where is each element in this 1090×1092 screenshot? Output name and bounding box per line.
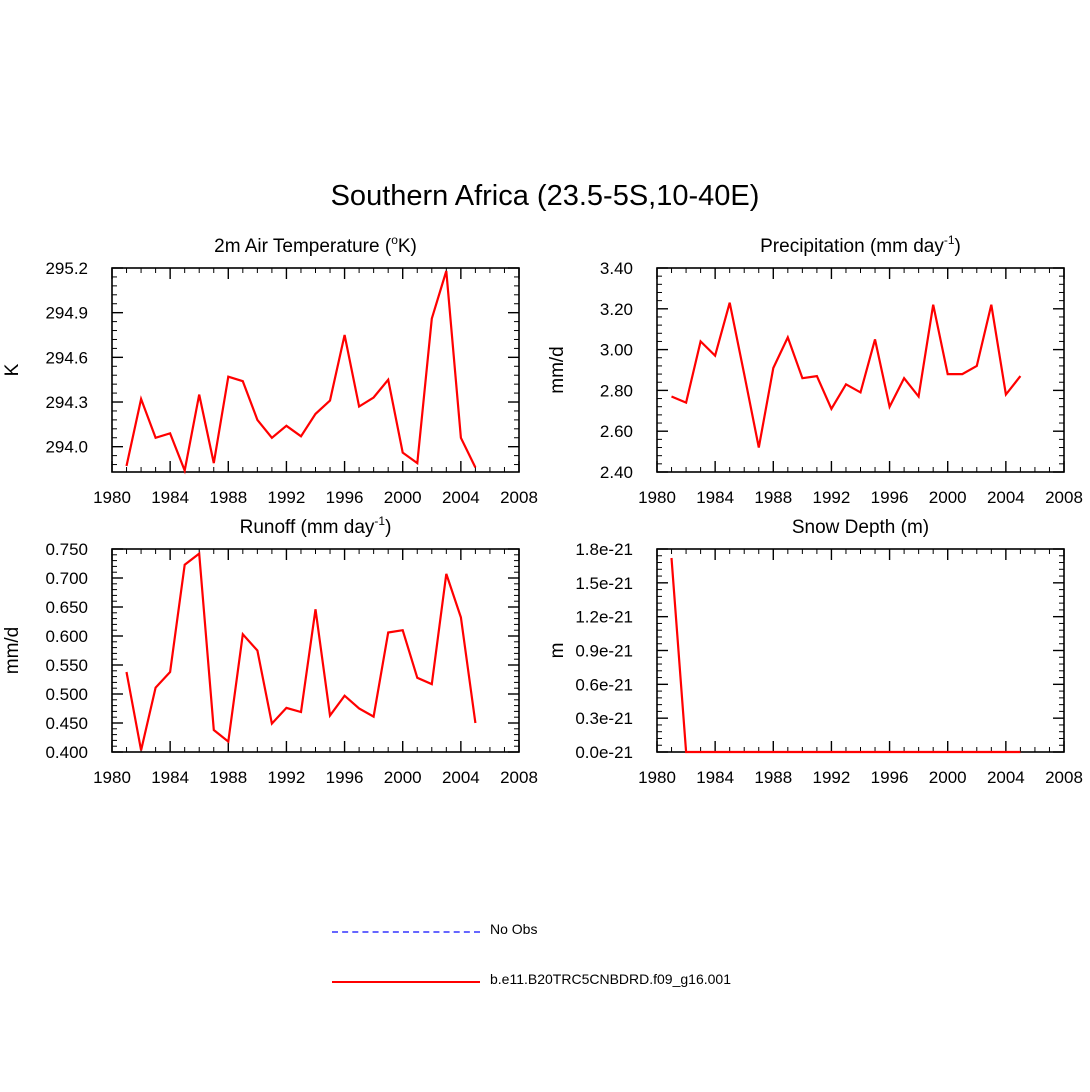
panel-title: Snow Depth (m) [792,517,929,538]
x-tick-label: 2000 [929,768,967,787]
y-tick-label: 0.6e-21 [575,675,633,694]
panel-title-text: Snow Depth (m) [792,517,929,538]
y-tick-label: 294.6 [45,348,88,367]
x-tick-label: 1996 [326,488,364,507]
figure-title: Southern Africa (23.5-5S,10-40E) [330,180,760,212]
x-tick-label: 1992 [268,488,306,507]
x-tick-label: 1984 [696,488,734,507]
y-tick-label: 2.40 [600,463,633,482]
x-tick-label: 2004 [442,768,480,787]
x-tick-label: 1996 [871,768,909,787]
x-tick-label: 1996 [871,488,909,507]
x-tick-label: 2008 [500,488,538,507]
data-series-line [670,557,1021,754]
y-tick-label: 0.450 [45,714,88,733]
panel-3: 1980 1984 1988 1992 1996 2000 2004 2008 0.400 0.4… [2,514,538,787]
y-axis-label: mm/d [547,346,568,394]
legend-label-no-obs: No Obs [490,921,538,937]
x-tick-label: 1992 [268,768,306,787]
y-tick-label: 0.750 [45,540,88,559]
x-tick-label: 2000 [384,488,422,507]
y-tick-label: 295.2 [45,259,88,278]
legend-swatch-no-obs [332,931,480,933]
y-tick-label: 0.550 [45,656,88,675]
y-tick-label: 0.600 [45,627,88,646]
panel-title-end: K) [398,236,417,257]
y-tick-label: 0.9e-21 [575,642,633,661]
panel-title: Runoff (mm day-1) [240,514,392,538]
x-tick-label: 2008 [1045,768,1083,787]
x-tick-label: 1984 [151,488,189,507]
x-tick-label: 1980 [638,768,676,787]
y-tick-label: 2.60 [600,422,633,441]
y-tick-label: 1.2e-21 [575,608,633,627]
panel-2: 1980 1984 1988 1992 1996 2000 2004 2008 2.40 2.60… [547,233,1083,507]
y-tick-label: 0.650 [45,598,88,617]
y-tick-label: 2.80 [600,381,633,400]
legend-label-model: b.e11.B20TRC5CNBDRD.f09_g16.001 [490,971,731,987]
data-series-line [125,270,477,475]
panel-title-superscript: -1 [374,514,385,528]
y-tick-label: 0.400 [45,743,88,762]
x-tick-label: 1988 [754,768,792,787]
panel-title-end: ) [955,236,961,257]
x-tick-label: 1980 [93,488,131,507]
x-tick-label: 1980 [638,488,676,507]
x-tick-label: 2000 [929,488,967,507]
panel-title-superscript: -1 [944,233,955,247]
y-axis-label: mm/d [2,627,23,675]
x-tick-label: 1988 [754,488,792,507]
panel-title-text: Precipitation (mm day [760,236,944,257]
panel-title-end: ) [385,517,391,538]
y-tick-label: 3.40 [600,259,633,278]
x-tick-label: 1996 [326,768,364,787]
data-series-line [125,551,477,751]
y-tick-label: 3.00 [600,341,633,360]
x-tick-label: 1984 [696,768,734,787]
x-tick-label: 1984 [151,768,189,787]
y-tick-label: 0.3e-21 [575,709,633,728]
y-tick-label: 3.20 [600,300,633,319]
panel-title: Precipitation (mm day-1) [760,233,961,257]
y-tick-label: 294.0 [45,438,88,457]
panel-title-text: Runoff (mm day [240,517,375,538]
x-tick-label: 2004 [987,488,1025,507]
y-tick-label: 1.8e-21 [575,540,633,559]
x-tick-label: 2004 [442,488,480,507]
data-series-line [671,302,1022,448]
legend-swatch-model [332,981,480,983]
x-tick-label: 2000 [384,768,422,787]
y-axis-label: m [547,643,568,659]
x-tick-label: 2004 [987,768,1025,787]
y-tick-label: 1.5e-21 [575,574,633,593]
x-tick-label: 1980 [93,768,131,787]
panel-title-superscript: o [391,233,398,247]
panel-4: 1980 1984 1988 1992 1996 2000 2004 2008 0.0e-21 0… [547,517,1083,787]
plot-frame [656,548,1065,753]
x-tick-label: 2008 [500,768,538,787]
y-tick-label: 294.3 [45,393,88,412]
x-tick-label: 2008 [1045,488,1083,507]
x-tick-label: 1992 [813,768,851,787]
x-tick-label: 1992 [813,488,851,507]
panel-title: 2m Air Temperature (oK) [214,233,417,257]
y-axis-label: K [2,363,23,376]
panel-title-text: 2m Air Temperature ( [214,236,392,257]
x-tick-label: 1988 [209,768,247,787]
y-tick-label: 294.9 [45,304,88,323]
panel-1: 1980 1984 1988 1992 1996 2000 2004 2008 294.0 294… [2,233,538,507]
y-tick-label: 0.500 [45,685,88,704]
x-tick-label: 1988 [209,488,247,507]
y-tick-label: 0.0e-21 [575,743,633,762]
y-tick-label: 0.700 [45,569,88,588]
